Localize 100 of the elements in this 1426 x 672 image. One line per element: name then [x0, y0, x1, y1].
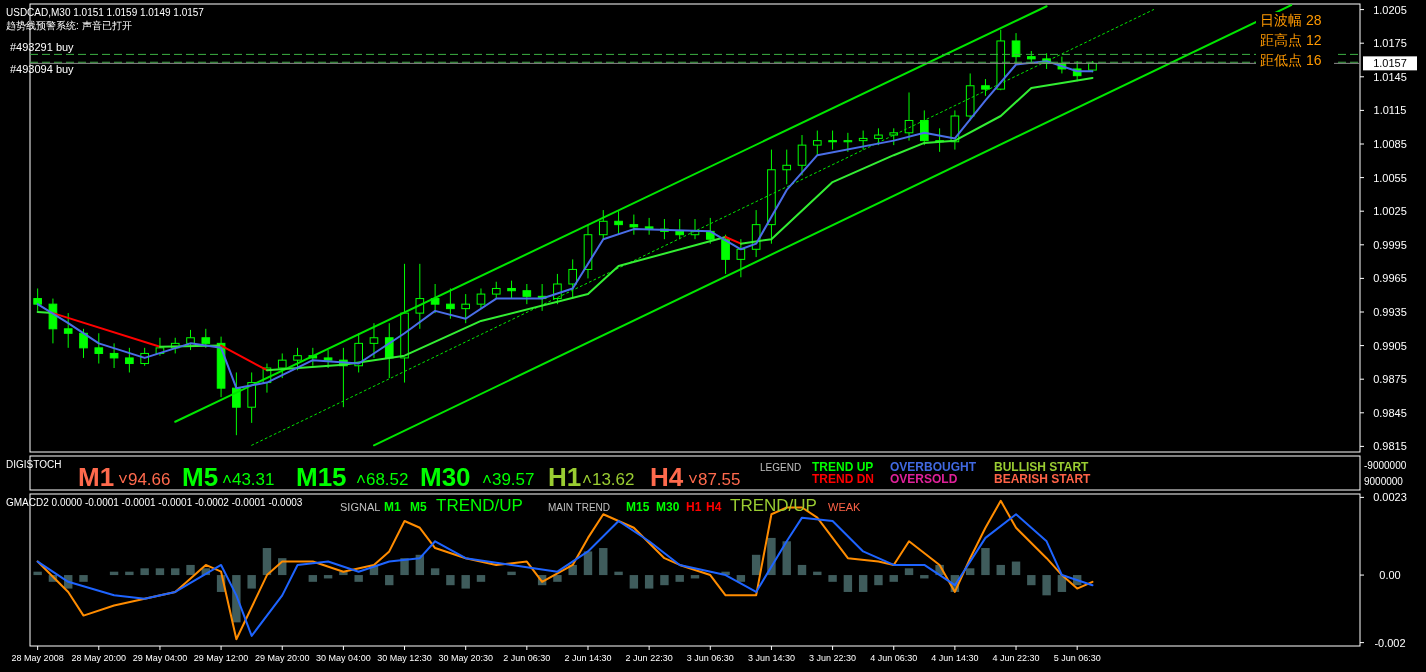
annotation: H4	[706, 500, 722, 514]
x-tick-label: 30 May 20:30	[438, 653, 493, 663]
bar	[996, 564, 1005, 576]
bar	[262, 548, 272, 576]
x-tick-label: 2 Jun 06:30	[503, 653, 551, 663]
bar	[1042, 575, 1051, 596]
bar	[1027, 575, 1036, 586]
candlestick	[277, 352, 287, 379]
bar	[140, 568, 149, 576]
bar	[797, 564, 807, 576]
y-tick-label: 1.0145	[1373, 70, 1407, 83]
bar	[476, 575, 486, 582]
y-tick-label: 1.0025	[1373, 205, 1407, 218]
bar	[874, 575, 883, 586]
candlestick	[736, 238, 746, 278]
text: M1	[78, 462, 115, 492]
text: 趋势线预警系统: 声音已打开	[6, 20, 132, 31]
y-tick-label: 0.9905	[1373, 339, 1407, 352]
bar	[171, 568, 180, 576]
candlestick	[797, 134, 807, 176]
y-tick-label: 0.9815	[1373, 440, 1407, 453]
annotation: M1	[384, 500, 401, 514]
x-tick-label: 30 May 12:30	[377, 653, 432, 663]
candlestick	[323, 349, 333, 369]
text: H1	[548, 462, 582, 492]
y-tick-label: -0.002	[1374, 636, 1406, 649]
bar	[79, 575, 88, 582]
y-tick-label: 0.9965	[1373, 272, 1407, 285]
text: ˅94.66	[118, 470, 171, 489]
candlestick	[568, 258, 578, 300]
candlestick	[33, 287, 42, 312]
x-tick-label: 4 Jun 14:30	[931, 653, 979, 663]
candlestick	[125, 347, 134, 373]
candlestick	[644, 217, 654, 236]
annotation: TREND/UP	[730, 496, 817, 515]
bar	[446, 575, 455, 586]
candlestick	[721, 234, 730, 275]
text: TREND DN	[812, 472, 874, 486]
candlestick	[201, 328, 211, 349]
bar	[675, 575, 684, 582]
candlestick	[1011, 32, 1021, 64]
bar	[125, 571, 134, 576]
annotation: TREND/UP	[436, 496, 523, 515]
y-tick-label: 0.0023	[1373, 491, 1407, 504]
x-tick-label: 28 May 2008	[11, 653, 64, 663]
candlestick	[63, 312, 73, 349]
y-tick-label: 1.0175	[1373, 37, 1407, 50]
x-tick-label: 3 Jun 14:30	[747, 653, 795, 663]
annotation: M30	[656, 500, 680, 514]
x-tick-label: 28 May 20:00	[71, 653, 127, 663]
annotation: WEAK	[828, 501, 862, 513]
candlestick	[94, 332, 104, 365]
x-tick-label: 29 May 12:00	[193, 653, 249, 663]
bar	[247, 575, 256, 589]
annotation: H1	[686, 500, 702, 514]
x-tick-label: 30 May 04:00	[316, 653, 371, 663]
bar	[507, 571, 516, 576]
bar	[813, 571, 822, 576]
x-tick-label: 29 May 04:00	[132, 653, 188, 663]
candlestick	[476, 287, 486, 310]
x-tick-label: 4 Jun 22:30	[992, 653, 1040, 663]
bar	[1011, 561, 1021, 576]
candlestick	[79, 328, 88, 359]
annotation: MAIN TREND	[548, 502, 611, 513]
text: LEGEND	[760, 462, 802, 473]
bar	[614, 571, 623, 576]
candlestick	[109, 342, 119, 369]
x-tick-label: 2 Jun 14:30	[564, 653, 612, 663]
bar	[828, 575, 837, 582]
y-tick-label: 0.9875	[1373, 373, 1407, 386]
y-tick-label: 1.0205	[1373, 3, 1407, 16]
candlestick	[812, 130, 822, 156]
text: BEARISH START	[994, 472, 1092, 486]
text: ˅87.55	[688, 470, 741, 489]
bar	[461, 575, 470, 589]
bar	[339, 571, 348, 576]
text: ˄43.31	[222, 470, 275, 489]
candlestick	[461, 293, 471, 324]
annotation: M5	[410, 500, 427, 514]
annotation: SIGNAL	[340, 501, 381, 513]
bar	[385, 575, 394, 586]
bar	[660, 575, 669, 586]
x-tick-label: 4 Jun 06:30	[870, 653, 918, 663]
bar	[430, 568, 440, 576]
bar	[308, 575, 318, 582]
candlestick	[430, 283, 440, 314]
text: TREND UP	[812, 460, 874, 474]
text: OVERBOUGHT	[890, 460, 977, 474]
line-series	[739, 76, 1094, 245]
candlestick	[843, 132, 853, 153]
ref-line-label: 1.0157	[1373, 57, 1407, 70]
candlestick	[186, 329, 195, 351]
x-tick-label: 3 Jun 06:30	[686, 653, 734, 663]
y-tick-label: 0.00	[1379, 569, 1401, 582]
bar	[354, 575, 363, 582]
text: M30	[420, 462, 471, 492]
x-tick-label: 3 Jun 22:30	[809, 653, 857, 663]
bar	[904, 568, 914, 576]
annotation: 距低点 16	[1260, 52, 1322, 68]
ref-line-label: #493094 buy	[10, 63, 75, 76]
